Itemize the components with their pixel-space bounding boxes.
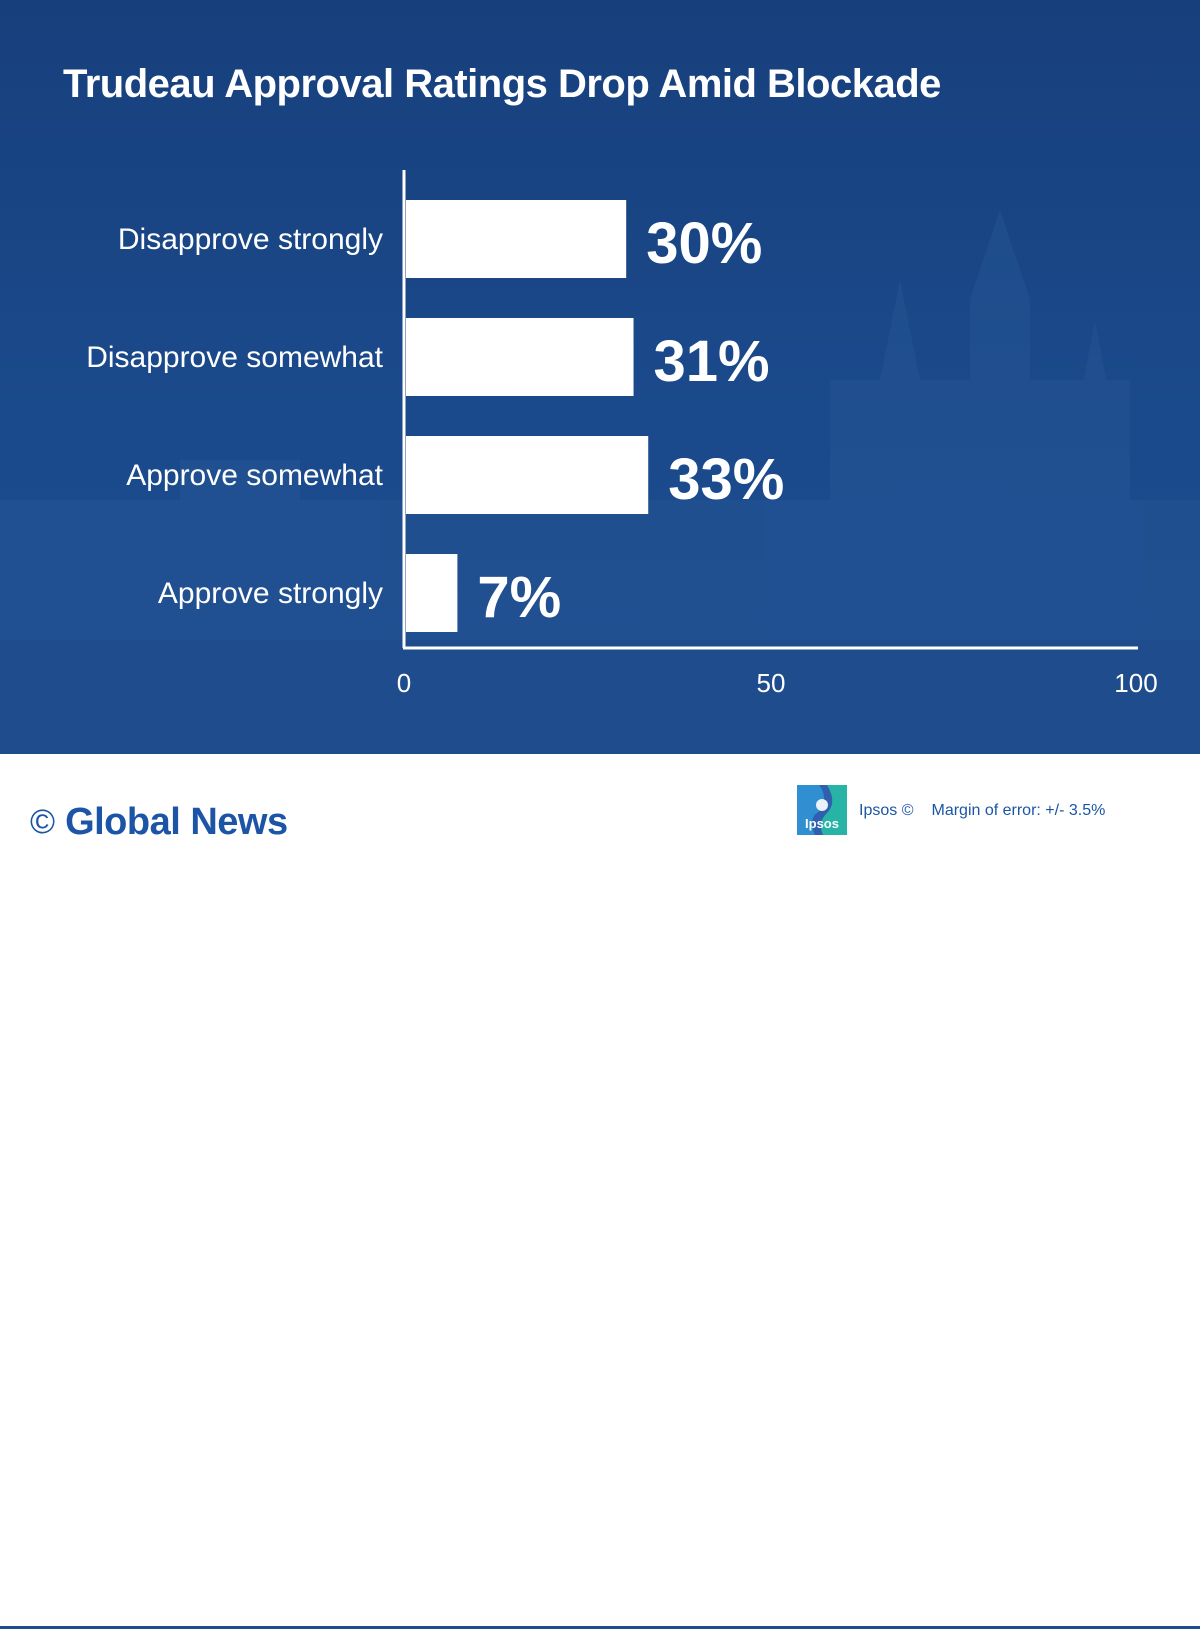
chart-title: Trudeau Approval Ratings Drop Amid Block… bbox=[63, 62, 941, 106]
parliament-background-image bbox=[0, 210, 1200, 754]
chart-panel: Trudeau Approval Ratings Drop Amid Block… bbox=[0, 0, 1200, 754]
value-label-0: 30% bbox=[646, 211, 762, 276]
x-tick-label-0: 0 bbox=[397, 668, 411, 698]
x-tick-label-1: 50 bbox=[757, 668, 786, 698]
bar-chart: Disapprove strongly Disapprove somewhat Ap… bbox=[86, 170, 1158, 698]
category-label-2: Approve somewhat bbox=[126, 459, 383, 492]
bar-3 bbox=[406, 554, 458, 632]
category-label-1: Disapprove somewhat bbox=[86, 341, 383, 374]
bar-1 bbox=[406, 318, 634, 396]
source-note: Ipsos © Margin of error: +/- 3.5% bbox=[859, 802, 1123, 820]
brand-name: Global News bbox=[65, 800, 288, 843]
footer: © Global News bbox=[0, 754, 1200, 1629]
source-label: Ipsos © bbox=[859, 802, 914, 819]
category-label-0: Disapprove strongly bbox=[118, 223, 383, 256]
x-tick-label-2: 100 bbox=[1114, 668, 1157, 698]
value-label-2: 33% bbox=[668, 447, 784, 512]
category-label-3: Approve strongly bbox=[158, 577, 383, 610]
ipsos-logo-text: Ipsos bbox=[805, 816, 839, 831]
bar-0 bbox=[406, 200, 627, 278]
copyright-icon: © bbox=[30, 803, 56, 841]
margin-of-error: Margin of error: +/- 3.5% bbox=[931, 802, 1106, 819]
value-label-1: 31% bbox=[654, 329, 770, 394]
value-label-3: 7% bbox=[477, 565, 561, 630]
ipsos-logo: Ipsos bbox=[797, 785, 847, 835]
bar-2 bbox=[406, 436, 649, 514]
global-news-brand: © Global News bbox=[30, 797, 288, 847]
